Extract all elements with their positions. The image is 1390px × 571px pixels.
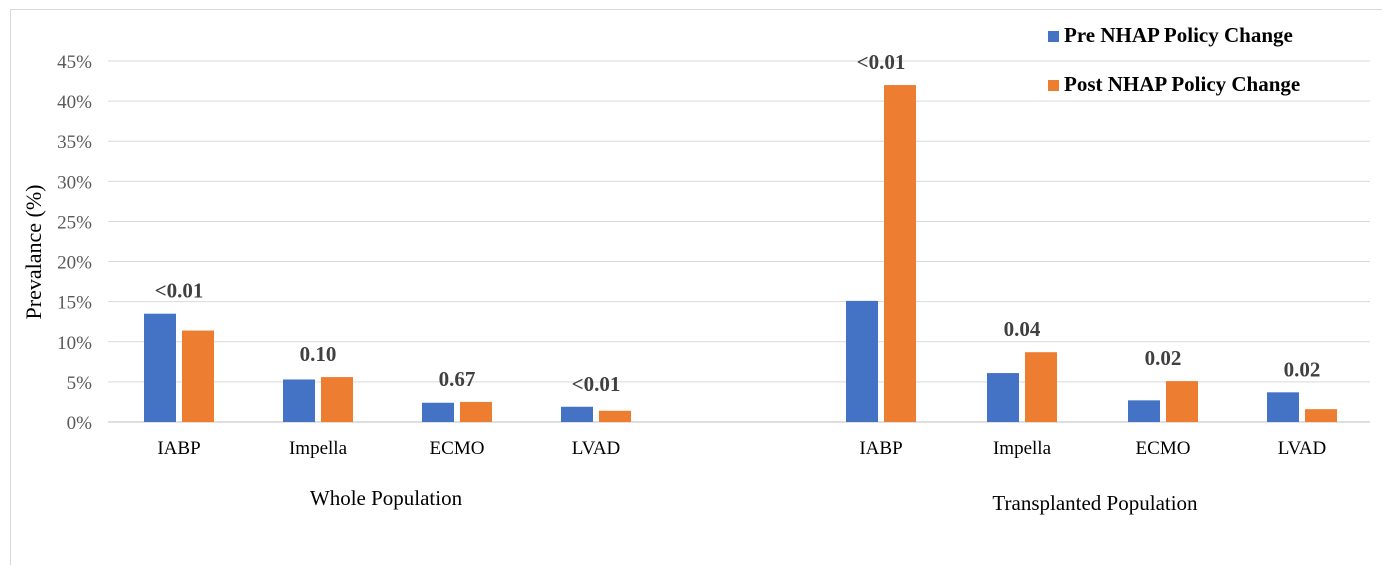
p-value-label: 0.67 [439, 367, 476, 391]
category-labels: IABP Impella ECMO LVAD IABP Impella ECMO LVAD [157, 438, 1326, 459]
bar-post-impella-whole [321, 377, 353, 422]
x-category-label: IABP [157, 438, 200, 459]
p-value-label: 0.04 [1004, 317, 1041, 341]
legend: Pre NHAP Policy Change Post NHAP Policy C… [1048, 23, 1300, 96]
y-tick-label: 30% [57, 172, 92, 193]
bar-post-lvad-whole [599, 410, 631, 422]
p-value-label: <0.01 [857, 50, 906, 74]
y-axis-label: Prevalance (%) [21, 185, 46, 320]
y-axis-ticks: 0% 5% 10% 15% 20% 25% 30% 35% 40% 45% [57, 52, 92, 434]
x-category-label: Impella [289, 438, 348, 459]
legend-label: Post NHAP Policy Change [1064, 72, 1300, 96]
x-category-label: LVAD [572, 438, 621, 459]
y-tick-label: 20% [57, 253, 92, 274]
x-category-label: IABP [859, 438, 902, 459]
x-category-label: ECMO [430, 438, 485, 459]
y-tick-label: 40% [57, 92, 92, 113]
p-value-labels: <0.01 0.10 0.67 <0.01 <0.01 0.04 0.02 0.02 [155, 50, 1321, 396]
x-category-label: LVAD [1278, 438, 1327, 459]
bar-pre-iabp-transplanted [846, 300, 878, 422]
bar-pre-lvad-transplanted [1267, 392, 1299, 422]
p-value-label: 0.02 [1145, 346, 1182, 370]
y-tick-label: 15% [57, 293, 92, 314]
bar-pre-ecmo-transplanted [1128, 400, 1160, 422]
chart-frame [10, 9, 1382, 565]
group-label: Transplanted Population [992, 491, 1198, 515]
bar-post-ecmo-transplanted [1166, 381, 1198, 422]
y-tick-label: 10% [57, 333, 92, 354]
bar-post-iabp-transplanted [884, 85, 916, 423]
x-category-label: Impella [993, 438, 1052, 459]
legend-swatch [1048, 31, 1059, 42]
bar-pre-impella-transplanted [987, 373, 1019, 422]
bar-post-lvad-transplanted [1305, 409, 1337, 422]
legend-swatch [1048, 80, 1059, 91]
p-value-label: <0.01 [572, 372, 621, 396]
p-value-label: <0.01 [155, 279, 204, 303]
p-value-label: 0.02 [1284, 357, 1321, 381]
legend-label: Pre NHAP Policy Change [1064, 23, 1293, 47]
y-tick-label: 0% [67, 413, 93, 434]
y-tick-label: 5% [67, 373, 93, 394]
bar-pre-impella-whole [283, 379, 315, 422]
p-value-label: 0.10 [300, 342, 337, 366]
group-labels: Whole Population Transplanted Population [310, 486, 1198, 515]
bar-pre-lvad-whole [561, 406, 593, 422]
bar-post-iabp-whole [182, 330, 214, 422]
y-tick-label: 45% [57, 52, 92, 73]
group-label: Whole Population [310, 486, 463, 510]
bar-post-ecmo-whole [460, 401, 492, 422]
bar-pre-iabp-whole [144, 313, 176, 422]
y-tick-label: 35% [57, 132, 92, 153]
bar-post-impella-transplanted [1025, 352, 1057, 422]
bars [144, 85, 1337, 423]
gridlines [108, 60, 1370, 423]
bar-pre-ecmo-whole [422, 402, 454, 422]
x-category-label: ECMO [1136, 438, 1191, 459]
y-tick-label: 25% [57, 212, 92, 233]
